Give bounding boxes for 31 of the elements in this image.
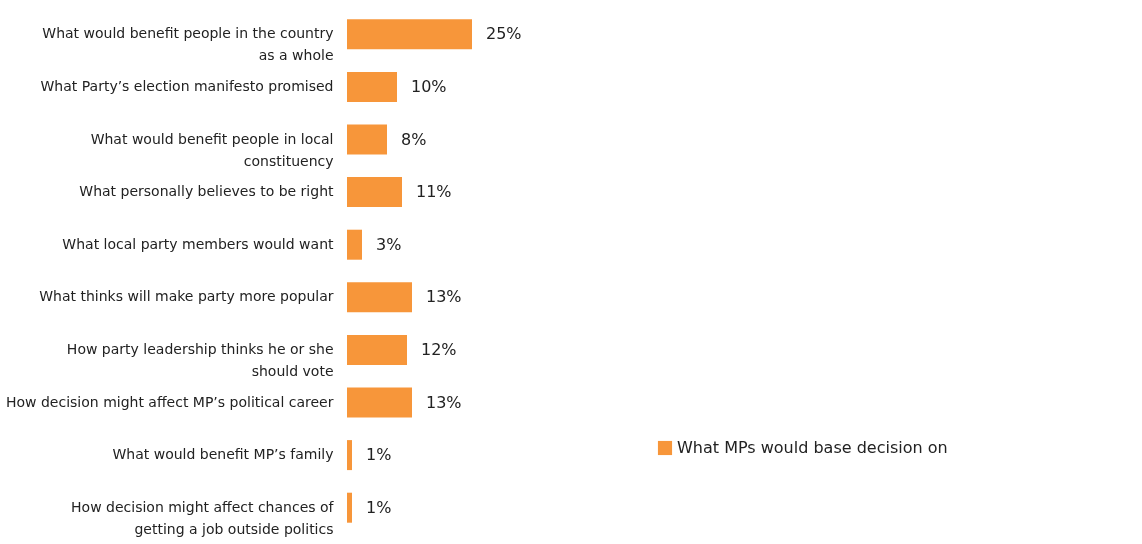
y-tick-label: What would benefit people in the country as a whole <box>42 25 334 64</box>
data-label: 1% <box>366 445 392 465</box>
bar <box>347 492 352 523</box>
bar <box>347 177 402 208</box>
y-tick-label: How decision might affect MP’s political career <box>5 393 334 410</box>
bar <box>347 19 472 50</box>
data-label: 13% <box>426 392 462 412</box>
y-tick-label: How party leadership thinks he or she should vote <box>66 340 334 379</box>
legend-label: What MPs would base decision on <box>677 438 948 457</box>
bar <box>347 387 412 418</box>
data-label: 10% <box>411 76 447 96</box>
data-label: 13% <box>426 287 462 307</box>
bar <box>347 229 362 260</box>
y-tick-label: What local party members would want <box>62 235 334 252</box>
y-tick-label: What Party’s election manifesto promised <box>40 77 334 94</box>
bar <box>347 334 407 365</box>
data-label: 8% <box>401 129 427 149</box>
y-tick-label: What would benefit people in local constituency <box>90 130 334 169</box>
y-tick-label: How decision might affect chances of getting a job outside politics <box>71 498 335 537</box>
data-label: 11% <box>416 182 452 202</box>
data-label: 25% <box>486 24 522 44</box>
bar <box>347 124 387 155</box>
y-tick-label: What thinks will make party more popular <box>39 288 334 305</box>
data-label: 1% <box>366 497 392 517</box>
y-tick-label: What would benefit MP’s family <box>112 446 334 463</box>
y-tick-label: What personally believes to be right <box>79 183 335 200</box>
data-label: 12% <box>421 339 457 359</box>
data-label: 3% <box>376 234 402 254</box>
bar <box>347 282 412 313</box>
bar <box>347 71 397 102</box>
bar <box>347 440 352 471</box>
